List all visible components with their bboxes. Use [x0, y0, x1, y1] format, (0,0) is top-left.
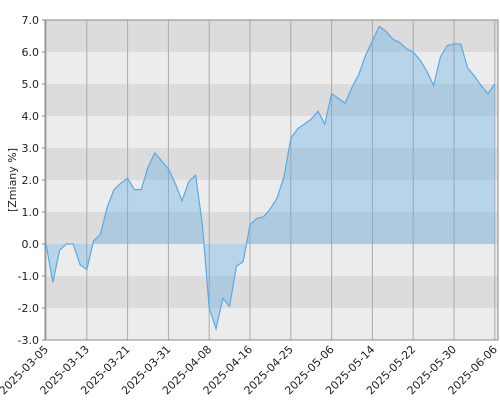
y-tick-label: 0.0: [22, 238, 40, 251]
y-tick-label: 7.0: [22, 14, 40, 27]
background-band: [45, 52, 498, 84]
background-band: [45, 116, 498, 148]
y-tick-label: -2.0: [18, 302, 39, 315]
background-band: [45, 20, 498, 52]
background-band: [45, 244, 498, 276]
y-tick-label: -1.0: [18, 270, 39, 283]
y-tick-label: 1.0: [22, 206, 40, 219]
y-tick-label: 2.0: [22, 174, 40, 187]
background-band: [45, 84, 498, 116]
y-tick-label: 6.0: [22, 46, 40, 59]
y-tick-label: 4.0: [22, 110, 40, 123]
background-band: [45, 212, 498, 244]
background-band: [45, 308, 498, 340]
background-band: [45, 148, 498, 180]
plot-frame: [44, 19, 499, 341]
y-axis-label: [Zmiany %]: [6, 148, 19, 212]
y-tick-label: 3.0: [22, 142, 40, 155]
y-tick-label: 5.0: [22, 78, 40, 91]
area-fill: [46, 26, 495, 329]
y-tick-label: -3.0: [18, 334, 39, 347]
area-line: [45, 25, 496, 332]
background-band: [45, 276, 498, 308]
